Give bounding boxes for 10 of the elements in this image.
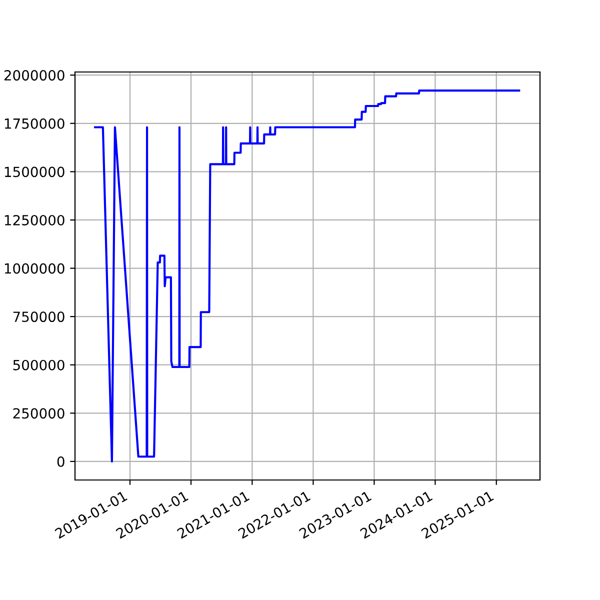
y-tick-label: 1000000 bbox=[4, 263, 64, 274]
y-tick-label: 250000 bbox=[13, 408, 64, 419]
y-tick-label: 1750000 bbox=[4, 118, 64, 129]
line-series bbox=[94, 90, 520, 462]
y-tick-label: 0 bbox=[57, 456, 64, 467]
y-tick-label: 500000 bbox=[13, 360, 64, 370]
y-tick-label: 1250000 bbox=[4, 214, 64, 226]
y-tick-label: 1500000 bbox=[4, 166, 64, 178]
y-tick-label: 2000000 bbox=[4, 70, 64, 81]
y-tick-label: 750000 bbox=[13, 312, 64, 322]
